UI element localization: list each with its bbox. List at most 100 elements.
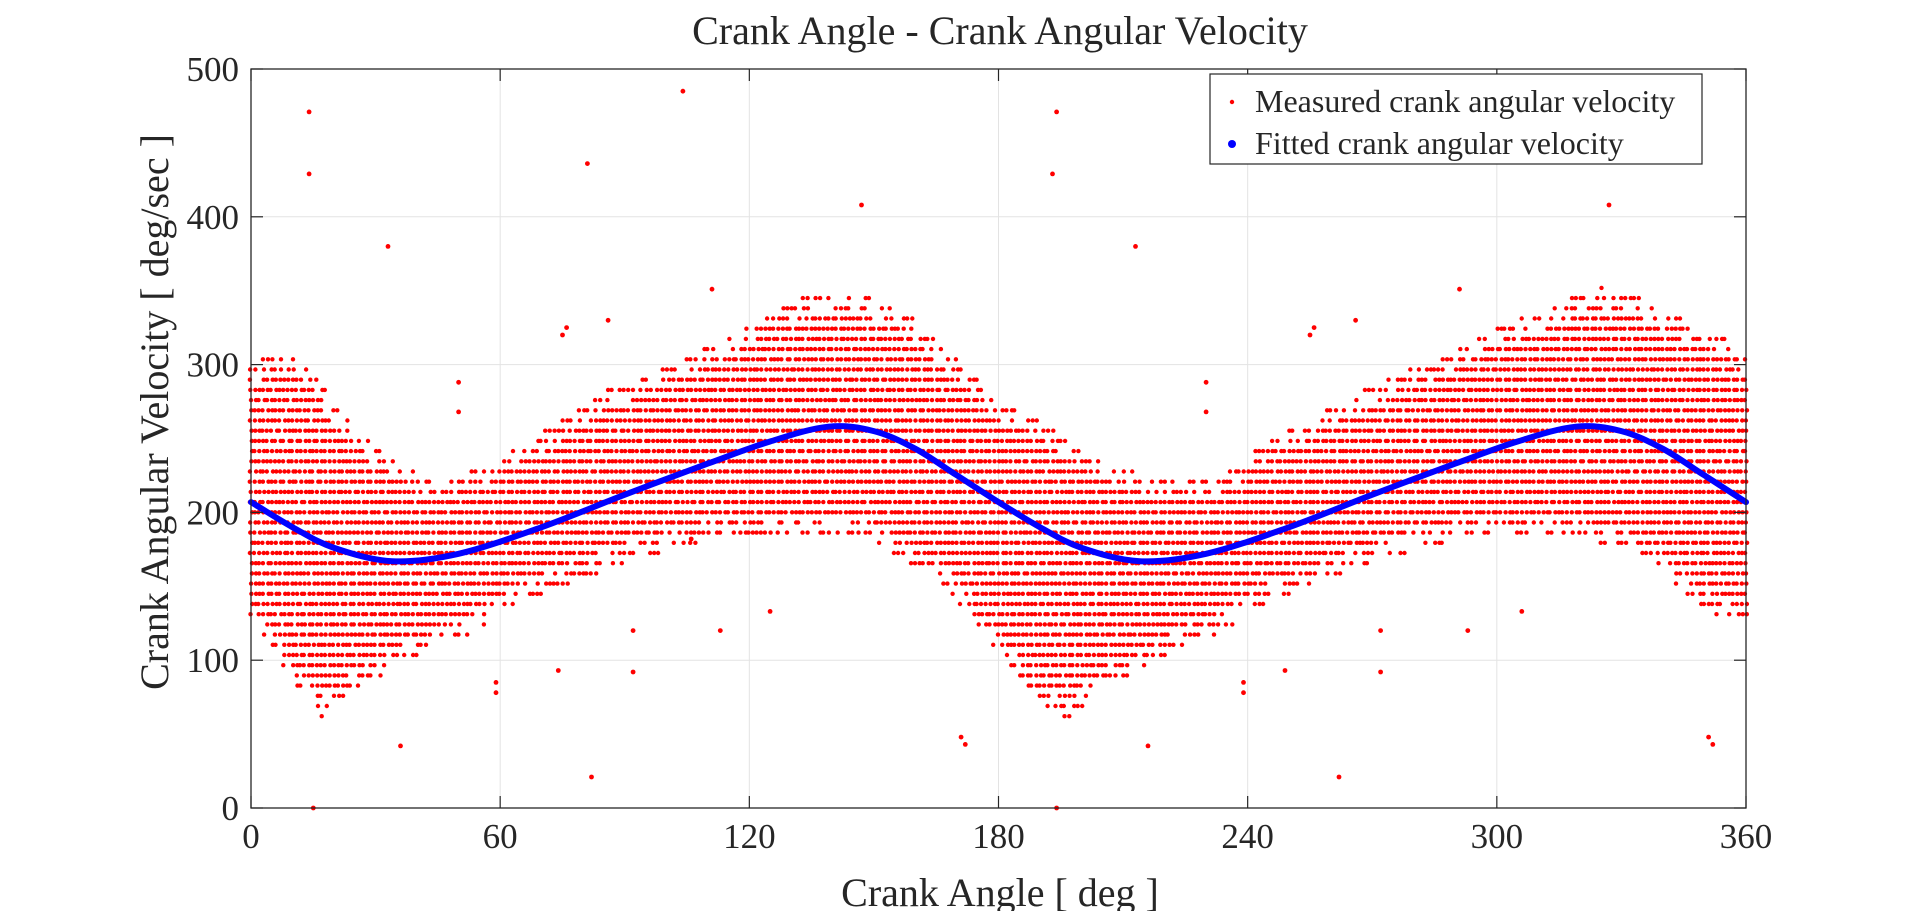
measured-point <box>1028 663 1032 667</box>
measured-point <box>917 367 921 371</box>
measured-point <box>939 449 943 453</box>
measured-point <box>689 367 693 371</box>
measured-point <box>904 490 908 494</box>
measured-point <box>360 449 364 453</box>
measured-point <box>535 449 539 453</box>
measured-point <box>1129 520 1133 524</box>
measured-point <box>677 449 681 453</box>
measured-point <box>343 622 347 626</box>
measured-point <box>1116 551 1120 555</box>
measured-point <box>277 581 281 585</box>
measured-point <box>1075 469 1079 473</box>
measured-point <box>767 408 771 412</box>
measured-point <box>1191 510 1195 514</box>
measured-point <box>951 367 955 371</box>
measured-point <box>694 490 698 494</box>
measured-point <box>913 459 917 463</box>
measured-point <box>689 459 693 463</box>
measured-point <box>294 632 298 636</box>
measured-point <box>954 581 958 585</box>
measured-point <box>611 561 615 565</box>
measured-point <box>844 378 848 382</box>
measured-point <box>1112 581 1116 585</box>
measured-point <box>908 388 912 392</box>
measured-point <box>344 530 348 534</box>
measured-point <box>1303 561 1307 565</box>
measured-point <box>264 439 268 443</box>
measured-point <box>389 500 393 504</box>
measured-point <box>619 530 623 534</box>
measured-point <box>427 612 431 616</box>
measured-point <box>660 418 664 422</box>
measured-point <box>780 347 784 351</box>
measured-point <box>307 429 311 433</box>
measured-point <box>1224 581 1228 585</box>
measured-point <box>307 612 311 616</box>
measured-point <box>1313 551 1317 555</box>
measured-point <box>1179 500 1183 504</box>
measured-point <box>269 429 273 433</box>
measured-point <box>377 510 381 514</box>
measured-point <box>1292 561 1296 565</box>
measured-point <box>398 469 402 473</box>
measured-point <box>1253 592 1257 596</box>
measured-point <box>847 408 851 412</box>
measured-point <box>269 459 273 463</box>
measured-point <box>1051 429 1055 433</box>
measured-point <box>967 602 971 606</box>
measured-point <box>285 581 289 585</box>
measured-point <box>580 459 584 463</box>
measured-point <box>888 469 892 473</box>
measured-point <box>1042 510 1046 514</box>
measured-point <box>854 378 858 382</box>
measured-point <box>360 632 364 636</box>
measured-point <box>640 449 644 453</box>
measured-point <box>954 530 958 534</box>
measured-point <box>626 480 630 484</box>
measured-point <box>1134 643 1138 647</box>
measured-point <box>1039 632 1043 636</box>
measured-point <box>862 500 866 504</box>
measured-point <box>518 551 522 555</box>
measured-point <box>1133 480 1137 484</box>
measured-point <box>1070 643 1074 647</box>
measured-point <box>526 541 530 545</box>
measured-point <box>838 439 842 443</box>
measured-point <box>1005 612 1009 616</box>
measured-point <box>955 571 959 575</box>
measured-point <box>352 622 356 626</box>
measured-point <box>836 530 840 534</box>
measured-point <box>1245 520 1249 524</box>
measured-point <box>336 500 340 504</box>
measured-point <box>262 490 266 494</box>
measured-point <box>833 306 837 310</box>
measured-point <box>307 439 311 443</box>
measured-point <box>482 469 486 473</box>
measured-point <box>876 469 880 473</box>
measured-point <box>395 520 399 524</box>
measured-point <box>1191 592 1195 596</box>
measured-point <box>1192 561 1196 565</box>
measured-point <box>1167 581 1171 585</box>
measured-point <box>581 530 585 534</box>
measured-point <box>465 510 469 514</box>
measured-point <box>1182 602 1186 606</box>
measured-point <box>476 581 480 585</box>
measured-point <box>817 367 821 371</box>
measured-point <box>1114 663 1118 667</box>
measured-point <box>402 490 406 494</box>
measured-point <box>759 378 763 382</box>
measured-point <box>647 530 651 534</box>
measured-point <box>930 561 934 565</box>
measured-point <box>871 367 875 371</box>
measured-point <box>955 449 959 453</box>
measured-point <box>622 469 626 473</box>
measured-point <box>796 520 800 524</box>
measured-point <box>1083 581 1087 585</box>
measured-point <box>1125 653 1129 657</box>
measured-point <box>494 571 498 575</box>
measured-point <box>1236 469 1240 473</box>
measured-point <box>594 418 598 422</box>
measured-point <box>1068 622 1072 626</box>
